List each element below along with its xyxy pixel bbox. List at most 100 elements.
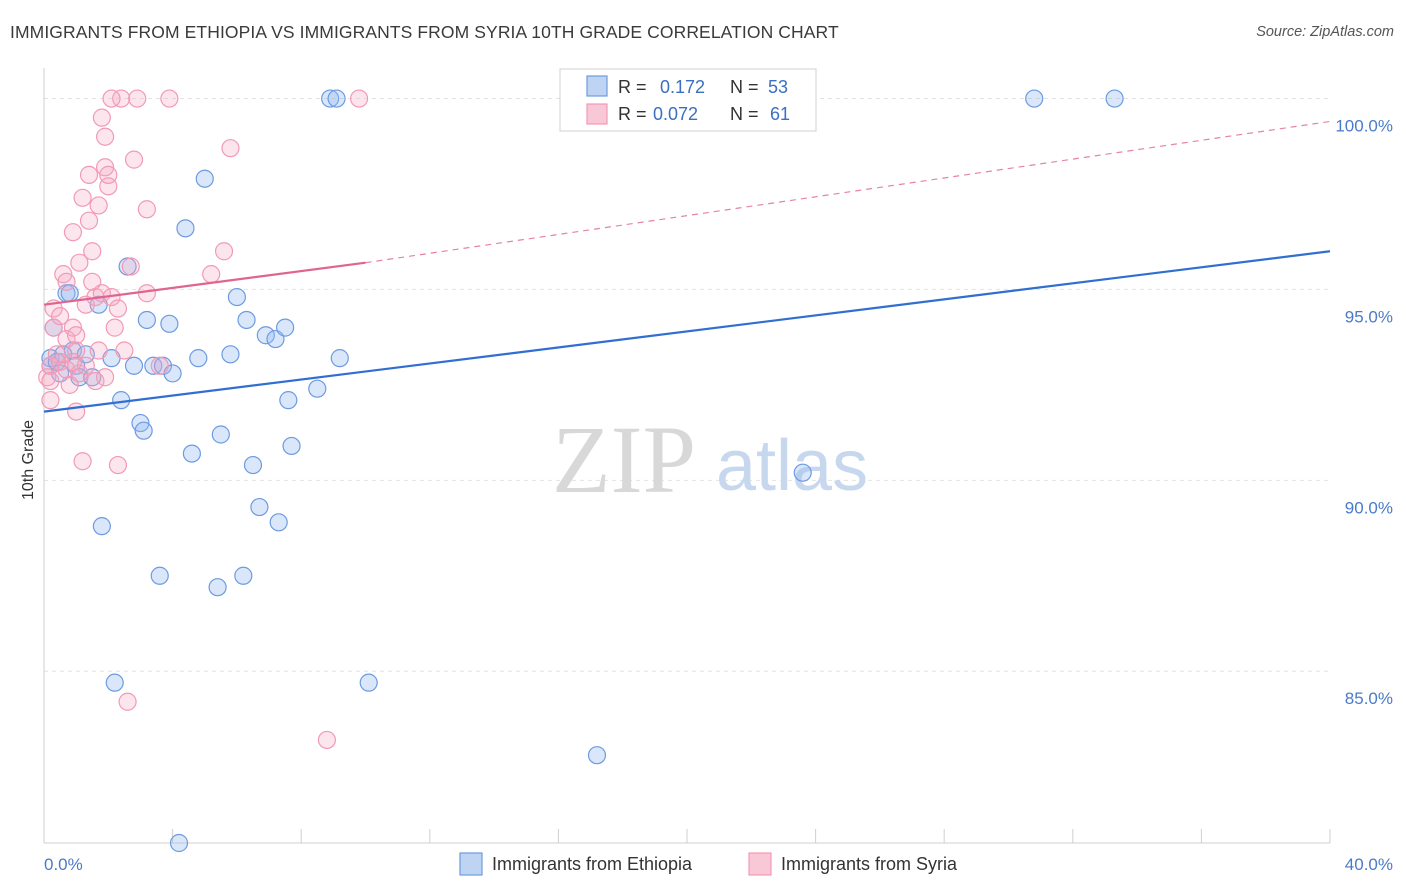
syria-point-45 [115, 341, 134, 360]
syria-point-56 [221, 139, 240, 158]
legend-n-value-syria: 61 [770, 104, 790, 124]
ethiopia-point-21 [134, 421, 153, 440]
legend-r-label-1: R = [618, 77, 647, 97]
syria-point-42 [108, 455, 128, 475]
grid-lines [44, 98, 1330, 672]
syria-point-59 [102, 89, 121, 108]
ethiopia-point-53 [793, 463, 812, 482]
syria-point-21 [73, 452, 92, 471]
ethiopia-point-48 [321, 89, 340, 108]
y-tick-label-0: 85.0% [1345, 689, 1393, 708]
syria-point-15 [63, 223, 83, 242]
syria-point-22 [73, 188, 92, 207]
legend-r-value-ethiopia: 0.172 [660, 77, 705, 97]
y-tick-labels: 85.0% 90.0% 95.0% 100.0% [1335, 117, 1393, 709]
bottom-legend-swatch-syria [748, 852, 772, 876]
chart-source: Source: ZipAtlas.com [1256, 24, 1394, 40]
ethiopia-point-41 [234, 566, 253, 585]
syria-point-48 [124, 150, 144, 169]
x-tick-label-0: 0.0% [44, 855, 83, 874]
ethiopia-point-30 [182, 444, 201, 463]
legend-box: R = 0.172 N = 53 R = 0.072 N = 61 [559, 68, 817, 132]
ethiopia-point-35 [221, 345, 240, 364]
ethiopia-point-23 [144, 356, 163, 375]
ethiopia-point-45 [279, 391, 298, 410]
ethiopia-point-33 [208, 578, 227, 597]
ethiopia-point-46 [282, 436, 301, 456]
syria-point-51 [137, 284, 156, 303]
syria-point-50 [137, 200, 156, 219]
syria-point-47 [121, 257, 140, 276]
syria-point-19 [70, 364, 89, 383]
ethiopia-point-38 [243, 455, 263, 475]
syria-point-44 [112, 89, 131, 108]
syria-point-31 [89, 341, 108, 360]
ethiopia-point-29 [176, 219, 195, 238]
syria-point-18 [67, 326, 86, 345]
bottom-legend-swatch-ethiopia [459, 852, 483, 876]
syria-point-12 [57, 272, 76, 291]
ethiopia-point-16 [105, 673, 124, 692]
trend-lines [43, 120, 1331, 413]
syria-point-46 [118, 692, 137, 711]
ethiopia-point-54 [1025, 89, 1044, 108]
ethiopia-point-37 [237, 310, 256, 330]
x-tick-label-1: 40.0% [1345, 855, 1393, 874]
syria-point-7 [50, 307, 70, 326]
ethiopia-point-51 [359, 673, 378, 692]
bottom-legend-ethiopia: Immigrants from Ethiopia [492, 854, 693, 874]
syria-point-3 [41, 371, 60, 391]
ethiopia-point-55 [1105, 89, 1124, 108]
ethiopia-point-31 [189, 349, 208, 368]
syria-point-54 [202, 265, 221, 284]
ethiopia-point-50 [330, 349, 349, 368]
ethiopia-point-22 [137, 310, 156, 330]
syria-point-55 [214, 242, 234, 261]
ethiopia-point-43 [269, 513, 288, 532]
watermark-zip: ZIP [552, 406, 696, 513]
syria-point-30 [86, 371, 105, 391]
y-tick-label-3: 100.0% [1335, 117, 1393, 136]
bottom-legend: Immigrants from Ethiopia Immigrants from… [459, 852, 958, 876]
syria-point-17 [67, 341, 86, 360]
syria-point-8 [50, 352, 70, 372]
y-tick-label-2: 95.0% [1345, 307, 1393, 326]
ethiopia-point-49 [327, 89, 346, 108]
syria-point-57 [317, 730, 337, 750]
trend-line-syria-extension [365, 120, 1331, 264]
syria-point-37 [95, 368, 115, 387]
syria-point-36 [95, 127, 115, 146]
legend-n-label-2: N = [730, 104, 759, 124]
syria-point-41 [105, 318, 124, 337]
bottom-legend-syria: Immigrants from Syria [781, 854, 958, 874]
ethiopia-point-28 [169, 833, 189, 853]
ethiopia-point-40 [256, 326, 275, 345]
syria-point-20 [70, 253, 89, 272]
legend-r-label-2: R = [618, 104, 647, 124]
ethiopia-point-32 [195, 169, 214, 188]
ethiopia-point-39 [250, 497, 269, 517]
syria-point-43 [108, 299, 128, 318]
ethiopia-point-26 [160, 314, 179, 333]
axes [43, 68, 1331, 844]
syria-point-60 [63, 352, 83, 372]
syria-point-16 [67, 402, 86, 421]
ethiopia-point-34 [211, 425, 230, 444]
x-tick-labels: 0.0% 40.0% [44, 855, 1393, 874]
syria-point-28 [83, 242, 102, 261]
ethiopia-point-52 [587, 746, 607, 765]
y-axis-label: 10th Grade [20, 420, 37, 500]
trend-line-syria [43, 261, 366, 306]
syria-point-58 [349, 89, 369, 108]
syria-point-25 [79, 165, 99, 184]
syria-point-26 [79, 211, 99, 230]
legend-n-label-1: N = [730, 77, 759, 97]
legend-swatch-ethiopia [586, 75, 608, 97]
ethiopia-point-36 [227, 287, 246, 307]
chart-title: IMMIGRANTS FROM ETHIOPIA VS IMMIGRANTS F… [10, 22, 839, 42]
ethiopia-point-44 [276, 318, 295, 337]
syria-point-39 [99, 165, 118, 184]
watermark-atlas: atlas [716, 426, 868, 506]
syria-point-32 [89, 196, 108, 215]
